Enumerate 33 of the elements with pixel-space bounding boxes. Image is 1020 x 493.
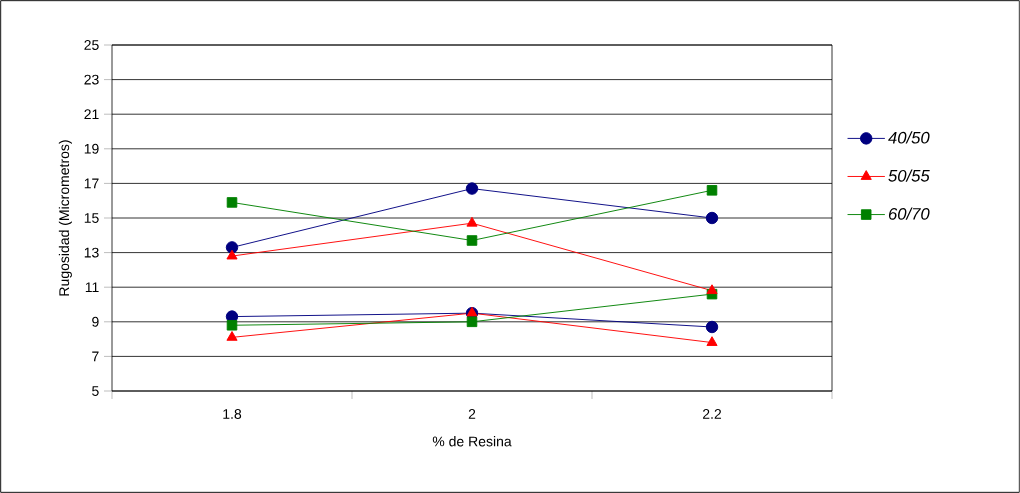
- point: [466, 235, 478, 246]
- point: [466, 216, 478, 227]
- x-axis-title: % de Resina: [432, 436, 512, 447]
- y-tick-label: 11: [85, 282, 99, 293]
- y-tick-label: 25: [84, 40, 99, 50]
- point: [705, 211, 719, 225]
- y-tick-label: 21: [84, 109, 99, 120]
- point: [226, 197, 238, 208]
- legend-label: 40/50: [888, 131, 930, 144]
- y-tick-label: 17: [84, 178, 99, 189]
- point: [705, 320, 719, 334]
- legend-label: 60/70: [888, 207, 930, 220]
- point: [226, 249, 238, 260]
- point: [465, 182, 479, 195]
- point: [706, 336, 718, 346]
- point: [226, 319, 238, 331]
- point: [706, 185, 718, 196]
- legend-label: 50/55: [888, 169, 930, 182]
- point: [225, 241, 239, 254]
- y-tick-label: 7: [92, 351, 99, 362]
- y-tick-label: 13: [84, 247, 99, 258]
- y-tick-label: 9: [92, 316, 99, 327]
- y-tick-label: 19: [84, 143, 99, 154]
- x-tick-label: 2: [468, 409, 476, 419]
- point: [226, 331, 238, 341]
- x-tick-label: 1.8: [223, 409, 242, 419]
- y-tick-label: 23: [84, 74, 99, 85]
- y-axis-title: Rugosidad (Micrometros): [58, 140, 72, 296]
- point: [466, 316, 478, 328]
- y-tick-label: 15: [84, 213, 99, 223]
- point: [706, 284, 718, 295]
- x-tick-label: 2.2: [702, 409, 722, 419]
- y-tick-label: 5: [92, 386, 99, 396]
